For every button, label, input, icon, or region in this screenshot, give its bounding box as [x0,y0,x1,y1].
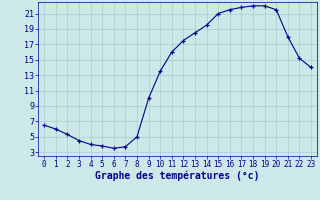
X-axis label: Graphe des températures (°c): Graphe des températures (°c) [95,171,260,181]
